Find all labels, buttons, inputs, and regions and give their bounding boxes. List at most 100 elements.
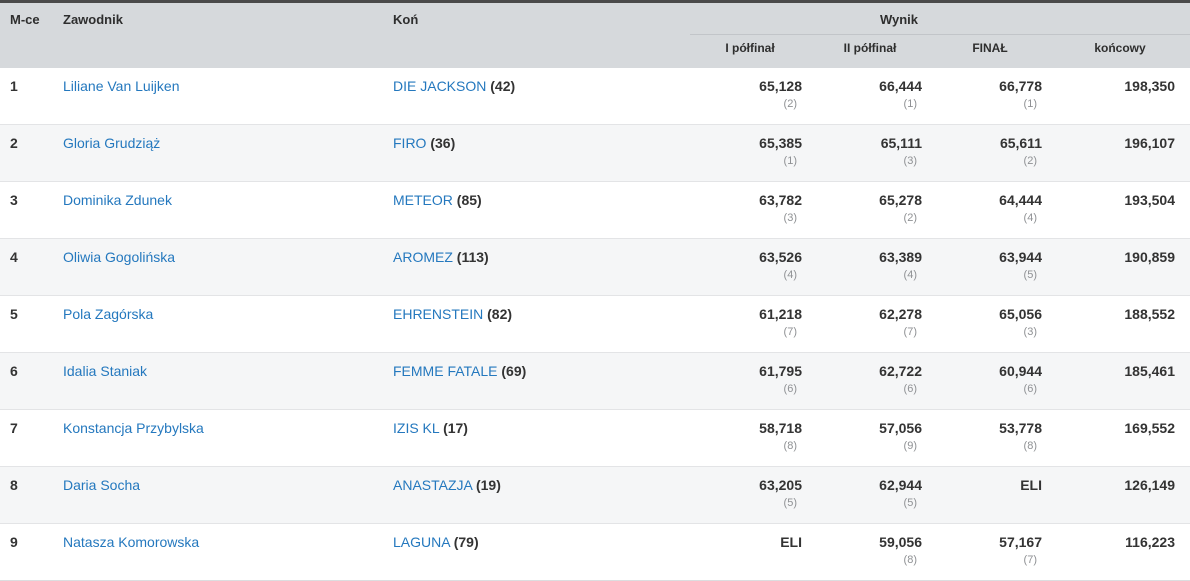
score-semifinal1-cell: 65,128 (2) <box>690 68 810 125</box>
score-semifinal2-cell: 62,722 (6) <box>810 353 930 410</box>
score-value: 61,795 <box>759 363 802 379</box>
score-semifinal2-cell: 66,444 (1) <box>810 68 930 125</box>
table-body: 1 Liliane Van Luijken DIE JACKSON (42) 6… <box>0 68 1190 581</box>
score-value: 66,778 <box>999 77 1042 94</box>
score-rank: (9) <box>903 440 917 452</box>
score-semifinal2-cell: 57,056 (9) <box>810 410 930 467</box>
competitor-cell: Daria Socha <box>55 467 385 524</box>
score-total-cell: 190,859 <box>1124 249 1175 265</box>
score-rank: (5) <box>1023 269 1037 281</box>
horse-cell: EHRENSTEIN (82) <box>385 296 690 353</box>
horse-link[interactable]: ANASTAZJA <box>393 477 473 493</box>
score-final-cell: 65,056 (3) <box>930 296 1050 353</box>
score-rank: (2) <box>783 97 797 110</box>
horse-cell: FIRO (36) <box>385 125 690 182</box>
horse-cell: LAGUNA (79) <box>385 524 690 581</box>
competitor-link[interactable]: Liliane Van Luijken <box>63 77 180 94</box>
column-header-semifinal1: I półfinał <box>690 34 810 68</box>
horse-link[interactable]: IZIS KL <box>393 420 440 436</box>
score-rank: (1) <box>1023 97 1037 110</box>
score-total-cell: 198,350 <box>1124 77 1175 94</box>
horse-link[interactable]: METEOR <box>393 192 453 208</box>
score-value: 61,218 <box>759 306 802 322</box>
competitor-link[interactable]: Idalia Staniak <box>63 363 148 379</box>
score-rank: (8) <box>903 554 917 566</box>
score-rank: (6) <box>903 383 917 395</box>
competitor-link[interactable]: Konstancja Przybylska <box>63 420 204 436</box>
score-value: 65,128 <box>759 77 802 94</box>
score-semifinal2-cell: 63,389 (4) <box>810 239 930 296</box>
competitor-link[interactable]: Gloria Grudziąż <box>63 135 161 151</box>
competitor-cell: Gloria Grudziąż <box>55 125 385 182</box>
horse-cell: ANASTAZJA (19) <box>385 467 690 524</box>
competitor-cell: Natasza Komorowska <box>55 524 385 581</box>
place-cell: 9 <box>10 534 18 550</box>
column-header-total: końcowy <box>1050 34 1190 68</box>
score-semifinal1-cell: 61,218 (7) <box>690 296 810 353</box>
place-cell: 5 <box>10 306 18 322</box>
score-semifinal1-cell: 63,205 (5) <box>690 467 810 524</box>
table-row: 7 Konstancja Przybylska IZIS KL (17) 58,… <box>0 409 1190 467</box>
score-semifinal1-cell: 58,718 (8) <box>690 410 810 467</box>
table-row: 5 Pola Zagórska EHRENSTEIN (82) 61,218 (7… <box>0 295 1190 353</box>
score-rank: (6) <box>783 383 797 395</box>
competitor-cell: Pola Zagórska <box>55 296 385 353</box>
place-cell: 3 <box>10 192 18 208</box>
score-final-cell: 64,444 (4) <box>930 182 1050 239</box>
score-value: 62,278 <box>879 306 922 322</box>
score-value: 62,944 <box>879 477 922 493</box>
score-value: 65,385 <box>759 135 802 151</box>
score-rank: (6) <box>1023 383 1037 395</box>
horse-link[interactable]: AROMEZ <box>393 249 453 265</box>
score-total-cell: 188,552 <box>1124 306 1175 322</box>
horse-number: (36) <box>430 135 456 151</box>
score-semifinal2-cell: 65,111 (3) <box>810 125 930 182</box>
score-rank: (1) <box>783 155 797 167</box>
score-rank: (5) <box>783 497 797 509</box>
score-value: 63,782 <box>759 192 802 208</box>
horse-link[interactable]: EHRENSTEIN <box>393 306 484 322</box>
score-total-cell: 126,149 <box>1124 477 1175 493</box>
horse-link[interactable]: LAGUNA <box>393 534 450 550</box>
score-rank <box>938 493 1042 510</box>
horse-link[interactable]: FEMME FATALE <box>393 363 498 379</box>
horse-number: (69) <box>501 363 527 379</box>
competitor-link[interactable]: Pola Zagórska <box>63 306 154 322</box>
table-row: 3 Dominika Zdunek METEOR (85) 63,782 (3) … <box>0 181 1190 239</box>
score-total-cell: 196,107 <box>1124 135 1175 151</box>
score-value: 65,611 <box>999 135 1042 151</box>
column-header-place: M-ce <box>0 1 55 68</box>
score-value: 63,205 <box>759 477 802 493</box>
horse-number: (85) <box>456 192 482 208</box>
score-rank: (2) <box>1023 155 1037 167</box>
score-rank <box>698 550 802 567</box>
horse-link[interactable]: DIE JACKSON <box>393 77 487 94</box>
competitor-link[interactable]: Natasza Komorowska <box>63 534 200 550</box>
score-semifinal2-cell: 62,944 (5) <box>810 467 930 524</box>
place-cell: 4 <box>10 249 18 265</box>
table-row: 1 Liliane Van Luijken DIE JACKSON (42) 6… <box>0 68 1190 125</box>
competitor-link[interactable]: Daria Socha <box>63 477 141 493</box>
score-rank: (4) <box>1023 212 1037 224</box>
score-value: 66,444 <box>879 77 922 94</box>
score-rank: (5) <box>903 497 917 509</box>
score-total-cell: 169,552 <box>1124 420 1175 436</box>
column-header-semifinal2: II półfinał <box>810 34 930 68</box>
score-total-cell: 193,504 <box>1124 192 1175 208</box>
column-header-result-group: Wynik <box>690 1 1190 35</box>
score-semifinal2-cell: 59,056 (8) <box>810 524 930 581</box>
score-rank: (7) <box>1023 554 1037 566</box>
competitor-cell: Liliane Van Luijken <box>55 68 385 125</box>
horse-link[interactable]: FIRO <box>393 135 427 151</box>
score-value: 62,722 <box>879 363 922 379</box>
score-value: 63,389 <box>879 249 922 265</box>
competitor-link[interactable]: Oliwia Gogolińska <box>63 249 176 265</box>
horse-cell: METEOR (85) <box>385 182 690 239</box>
competitor-link[interactable]: Dominika Zdunek <box>63 192 172 208</box>
place-cell: 1 <box>10 77 18 94</box>
table-row: 4 Oliwia Gogolińska AROMEZ (113) 63,526 (… <box>0 238 1190 296</box>
score-value: 63,944 <box>999 249 1042 265</box>
score-value: 63,526 <box>759 249 802 265</box>
score-semifinal1-cell: 61,795 (6) <box>690 353 810 410</box>
